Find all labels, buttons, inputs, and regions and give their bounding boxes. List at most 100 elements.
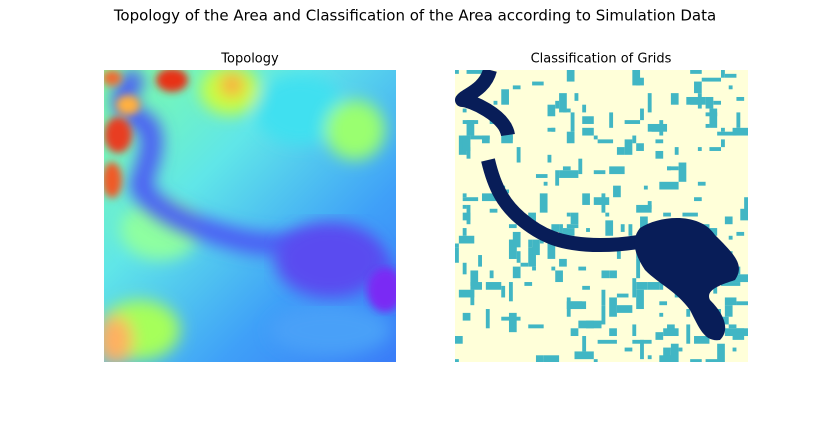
class-patch <box>578 320 594 329</box>
class-patch <box>535 174 548 178</box>
class-patch <box>717 131 737 136</box>
class-patch <box>508 282 513 302</box>
class-patch <box>613 185 621 198</box>
class-patch <box>601 289 606 306</box>
class-patch <box>559 170 579 178</box>
class-patch <box>724 297 737 306</box>
class-patch <box>616 147 625 155</box>
class-patch <box>547 243 556 259</box>
class-patch <box>597 339 617 344</box>
class-patch <box>736 231 745 236</box>
class-patch <box>578 158 583 175</box>
class-patch <box>667 166 679 171</box>
class-patch <box>566 301 583 310</box>
class-patch <box>547 154 552 163</box>
class-patch <box>686 324 691 344</box>
class-patch <box>682 212 698 217</box>
class-patch <box>570 212 579 225</box>
class-patch <box>555 100 560 109</box>
class-patch <box>674 147 679 155</box>
class-patch <box>724 216 733 225</box>
class-patch <box>481 193 498 202</box>
class-patch <box>640 108 644 121</box>
class-patch <box>593 197 610 205</box>
class-patch <box>470 282 482 290</box>
class-patch <box>728 85 733 90</box>
class-patch <box>505 131 513 140</box>
class-patch <box>524 282 533 286</box>
class-patch <box>462 197 479 202</box>
class-patch <box>466 204 471 225</box>
class-patch <box>586 228 590 232</box>
class-patch <box>655 332 664 340</box>
class-patch <box>528 324 544 329</box>
class-patch <box>678 162 687 182</box>
class-patch <box>632 278 637 298</box>
class-patch <box>532 266 536 271</box>
class-patch <box>636 289 644 310</box>
class-patch <box>516 251 521 263</box>
lake <box>634 217 739 341</box>
class-patch <box>705 123 710 128</box>
class-patch <box>462 108 467 113</box>
class-patch <box>582 336 587 352</box>
class-patch <box>647 355 652 360</box>
classification-image <box>455 70 748 362</box>
class-patch <box>508 224 517 229</box>
class-patch <box>566 224 579 229</box>
class-patch <box>512 266 521 279</box>
class-patch <box>543 355 560 362</box>
class-patch <box>663 212 671 217</box>
class-patch <box>624 139 633 155</box>
class-patch <box>697 93 702 109</box>
class-patch <box>636 282 648 290</box>
class-patch <box>647 93 652 113</box>
class-patch <box>686 309 691 317</box>
class-patch <box>709 108 718 128</box>
class-patch <box>478 255 482 267</box>
class-patch <box>485 309 490 329</box>
class-patch <box>458 135 467 155</box>
class-patch <box>566 212 571 217</box>
class-patch <box>566 70 575 82</box>
class-patch <box>616 293 629 298</box>
class-patch <box>547 104 556 117</box>
panel-title: Topology <box>220 52 279 67</box>
class-patch <box>593 170 606 175</box>
class-patch <box>455 70 459 74</box>
class-patch <box>670 93 679 105</box>
class-patch <box>593 135 598 140</box>
class-patch <box>481 135 490 144</box>
class-patch <box>659 312 664 317</box>
class-patch <box>640 216 648 229</box>
class-patch <box>632 339 652 344</box>
class-patch <box>732 347 737 352</box>
class-patch <box>659 282 664 286</box>
class-patch <box>694 81 702 94</box>
class-patch <box>582 104 587 113</box>
class-patch <box>663 347 671 360</box>
class-patch <box>636 204 652 213</box>
class-patch <box>470 270 479 286</box>
class-patch <box>493 100 498 105</box>
class-patch <box>574 93 579 101</box>
class-patch <box>532 239 540 256</box>
class-patch <box>697 147 702 151</box>
class-patch <box>601 270 610 279</box>
class-patch <box>458 235 475 244</box>
class-patch <box>709 147 722 151</box>
class-patch <box>636 143 644 151</box>
class-patch <box>663 328 679 337</box>
class-patch <box>593 359 598 362</box>
class-patch <box>455 247 459 263</box>
class-patch <box>555 270 563 283</box>
topology-image <box>104 70 396 362</box>
class-patch <box>647 282 660 290</box>
class-patch <box>620 224 625 232</box>
class-patch <box>562 228 575 236</box>
class-patch <box>489 208 498 213</box>
class-patch <box>744 197 748 217</box>
class-patch <box>701 77 722 82</box>
class-patch <box>562 166 571 171</box>
